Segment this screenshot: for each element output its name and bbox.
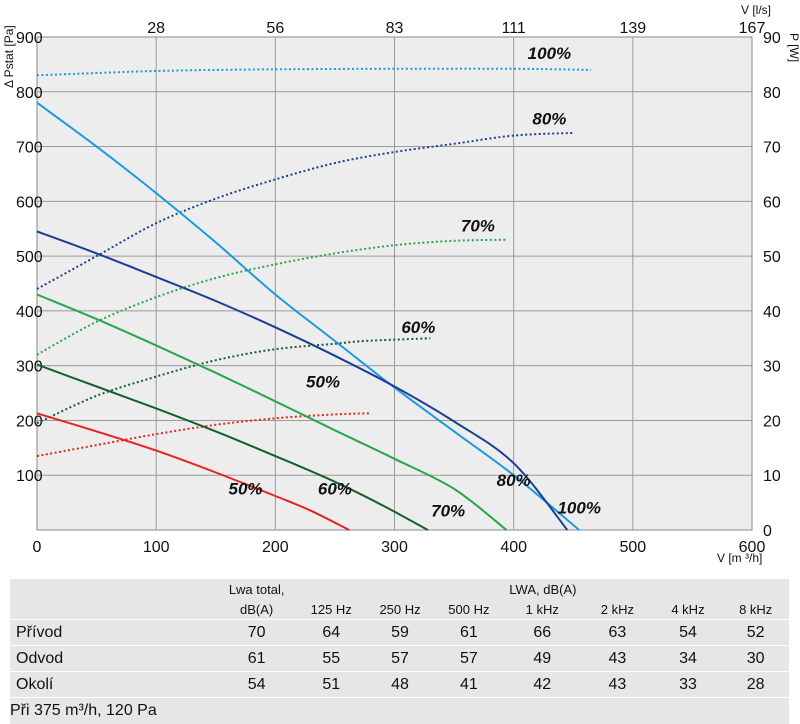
- row-name-cell: Odvod: [10, 646, 217, 672]
- value-cell: 43: [581, 646, 653, 672]
- x-axis-label: V [m ³/h]: [717, 551, 762, 565]
- y-tick-label: 400: [16, 304, 43, 321]
- value-cell: 51: [297, 672, 366, 698]
- y2-axis-label: P [W]: [787, 33, 800, 62]
- power-curve-label: 80%: [532, 110, 566, 129]
- y2-tick-label: 60: [763, 194, 781, 211]
- header-cell: 2 kHz: [581, 599, 653, 620]
- value-cell: 41: [434, 672, 503, 698]
- power-curve-label: 50%: [306, 373, 340, 392]
- value-cell: 57: [366, 646, 435, 672]
- value-cell: 34: [654, 646, 723, 672]
- value-cell: 59: [366, 620, 435, 646]
- table-header-row: Lwa total,LWA, dB(A): [10, 579, 789, 599]
- x2-tick-label: 28: [147, 20, 165, 37]
- header-cell: [10, 599, 217, 620]
- pressure-curve-label: 60%: [318, 479, 352, 498]
- y-axis-label: Δ Pstat [Pa]: [2, 25, 16, 88]
- y2-tick-label: 10: [763, 468, 781, 485]
- x-tick-label: 200: [262, 539, 289, 556]
- y2-tick-label: 70: [763, 140, 781, 157]
- y-tick-label: 900: [16, 30, 43, 47]
- x-tick-label: 0: [33, 539, 42, 556]
- y-tick-label: 300: [16, 359, 43, 376]
- header-cell: dB(A): [217, 599, 297, 620]
- x2-tick-label: 111: [502, 20, 526, 37]
- x2-tick-label: 56: [266, 20, 284, 37]
- value-cell: 28: [722, 672, 789, 698]
- y2-tick-label: 40: [763, 304, 781, 321]
- y-tick-label: 700: [16, 140, 43, 157]
- y-tick-label: 800: [16, 85, 43, 102]
- x-tick-label: 400: [500, 539, 527, 556]
- row-name-cell: Okolí: [10, 672, 217, 698]
- value-cell: 61: [217, 646, 297, 672]
- value-cell: 57: [434, 646, 503, 672]
- y2-tick-label: 0: [763, 523, 772, 540]
- value-cell: 61: [434, 620, 503, 646]
- value-cell: 54: [654, 620, 723, 646]
- y2-tick-label: 90: [763, 30, 781, 47]
- table-footnote: Při 375 m³/h, 120 Pa: [10, 698, 789, 724]
- header-cell: Lwa total,: [217, 579, 297, 599]
- power-curve-label: 70%: [461, 216, 495, 235]
- table-footnote-row: Při 375 m³/h, 120 Pa: [10, 698, 789, 724]
- header-cell: 4 kHz: [654, 599, 723, 620]
- pressure-curve-label: 50%: [229, 479, 263, 498]
- value-cell: 70: [217, 620, 297, 646]
- x2-tick-label: 83: [386, 20, 404, 37]
- y-tick-label: 500: [16, 249, 43, 266]
- value-cell: 48: [366, 672, 435, 698]
- row-name-cell: Přívod: [10, 620, 217, 646]
- x-tick-label: 500: [619, 539, 646, 556]
- header-cell: 500 Hz: [434, 599, 503, 620]
- value-cell: 43: [581, 672, 653, 698]
- x2-tick-label: 167: [739, 20, 766, 37]
- x-tick-label: 300: [381, 539, 408, 556]
- header-cell: [10, 579, 217, 599]
- pressure-curve-label: 100%: [557, 499, 600, 518]
- y2-tick-label: 20: [763, 413, 781, 430]
- power-curve-label: 60%: [401, 318, 435, 337]
- value-cell: 64: [297, 620, 366, 646]
- value-cell: 30: [722, 646, 789, 672]
- header-cell: 8 kHz: [722, 599, 789, 620]
- y2-tick-label: 80: [763, 85, 781, 102]
- value-cell: 42: [503, 672, 581, 698]
- y-tick-label: 100: [16, 468, 43, 485]
- value-cell: 63: [581, 620, 653, 646]
- pressure-curve-label: 80%: [497, 471, 531, 490]
- x2-axis-label: V [l/s]: [741, 3, 771, 17]
- header-cell: 1 kHz: [503, 599, 581, 620]
- pressure-curve-label: 70%: [431, 501, 465, 520]
- y-tick-label: 600: [16, 194, 43, 211]
- x-tick-label: 100: [143, 539, 170, 556]
- value-cell: 55: [297, 646, 366, 672]
- y2-tick-label: 30: [763, 359, 781, 376]
- value-cell: 49: [503, 646, 581, 672]
- value-cell: 66: [503, 620, 581, 646]
- value-cell: 54: [217, 672, 297, 698]
- header-cell: 125 Hz: [297, 599, 366, 620]
- header-cell: LWA, dB(A): [297, 579, 789, 599]
- y-tick-label: 200: [16, 413, 43, 430]
- header-cell: 250 Hz: [366, 599, 435, 620]
- power-curve-label: 100%: [528, 44, 571, 63]
- y2-tick-label: 50: [763, 249, 781, 266]
- x2-tick-label: 139: [619, 20, 646, 37]
- value-cell: 33: [654, 672, 723, 698]
- value-cell: 52: [722, 620, 789, 646]
